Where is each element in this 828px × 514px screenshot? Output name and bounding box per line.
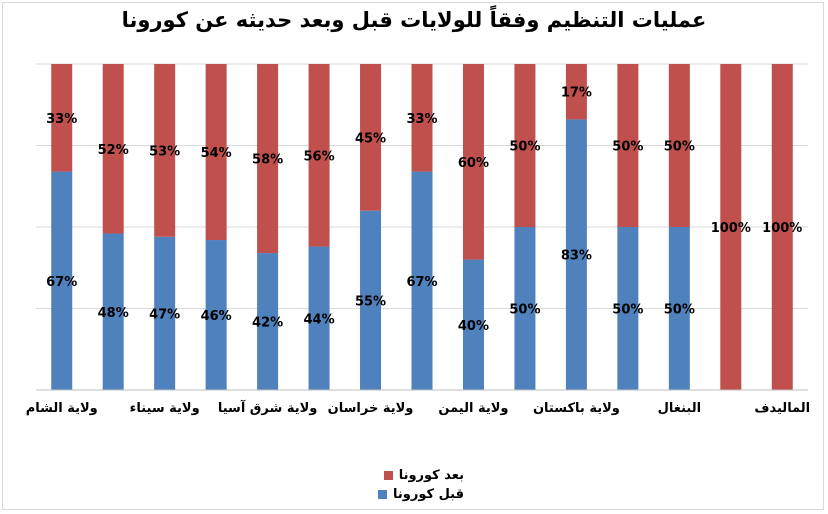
bar-after-corona bbox=[514, 64, 536, 227]
data-label-after: 45% bbox=[355, 131, 386, 146]
data-label-before: 50% bbox=[509, 303, 540, 318]
bar-before-corona bbox=[257, 253, 279, 390]
chart-title: عمليات التنظيم وفقاً للولايات قبل وبعد ح… bbox=[121, 8, 707, 32]
bar-after-corona bbox=[154, 64, 176, 237]
bar-after-corona bbox=[411, 64, 433, 172]
bar-after-corona bbox=[668, 64, 690, 227]
data-label-after: 56% bbox=[304, 149, 335, 164]
data-label-before: 50% bbox=[664, 303, 695, 318]
data-label-after: 50% bbox=[509, 140, 540, 155]
data-label-after: 58% bbox=[252, 153, 283, 168]
data-label-before: 55% bbox=[355, 294, 386, 309]
data-label-before: 67% bbox=[46, 275, 77, 290]
category-label: الماليدف bbox=[754, 401, 810, 416]
category-label: ولاية شرق آسيا bbox=[218, 399, 318, 416]
data-label-before: 46% bbox=[201, 309, 232, 324]
data-label-after: 33% bbox=[46, 112, 77, 127]
data-label-before: 48% bbox=[98, 306, 129, 321]
category-label: ولاية اليمن bbox=[438, 401, 508, 416]
data-label-after: 54% bbox=[201, 146, 232, 161]
data-label-before: 42% bbox=[252, 316, 283, 331]
bar-before-corona bbox=[565, 119, 587, 391]
bar-after-corona bbox=[205, 64, 227, 241]
bar-before-corona bbox=[411, 171, 433, 390]
data-label-after: 33% bbox=[406, 112, 437, 127]
bar-after-corona bbox=[257, 64, 279, 254]
bar-before-corona bbox=[205, 240, 227, 390]
bar-before-corona bbox=[102, 233, 124, 390]
data-label-after: 50% bbox=[612, 140, 643, 155]
data-label-after: 100% bbox=[762, 221, 802, 236]
bar-after-corona bbox=[462, 64, 484, 260]
data-label-before: 47% bbox=[149, 307, 180, 322]
bar-before-corona bbox=[360, 210, 382, 390]
category-label: ولاية باكستان bbox=[533, 401, 620, 416]
bar-after-corona bbox=[565, 64, 587, 120]
category-label: ولاية سيناء bbox=[130, 401, 200, 416]
legend-item-before: قبل كورونا bbox=[378, 485, 464, 504]
legend-swatch-before bbox=[378, 490, 387, 499]
bar-after-corona bbox=[771, 64, 793, 390]
data-label-before: 40% bbox=[458, 319, 489, 334]
bar-before-corona bbox=[668, 227, 690, 390]
bar-before-corona bbox=[51, 171, 73, 390]
bar-after-corona bbox=[617, 64, 639, 227]
data-label-after: 100% bbox=[711, 221, 751, 236]
bar-after-corona bbox=[51, 64, 73, 172]
data-label-after: 17% bbox=[561, 86, 592, 101]
bar-after-corona bbox=[360, 64, 382, 211]
data-label-before: 67% bbox=[406, 275, 437, 290]
bar-after-corona bbox=[308, 64, 330, 247]
data-label-after: 60% bbox=[458, 156, 489, 171]
data-label-after: 50% bbox=[664, 140, 695, 155]
category-label: ولاية خراسان bbox=[328, 401, 414, 416]
legend: بعد كورونا قبل كورونا bbox=[378, 466, 464, 504]
category-label: ولاية الشام bbox=[26, 401, 98, 416]
bar-before-corona bbox=[514, 227, 536, 390]
bar-after-corona bbox=[102, 64, 124, 234]
data-label-after: 52% bbox=[98, 143, 129, 158]
bar-before-corona bbox=[154, 236, 176, 390]
data-label-before: 44% bbox=[304, 312, 335, 327]
bar-before-corona bbox=[462, 259, 484, 390]
legend-label-after: بعد كورونا bbox=[398, 468, 464, 483]
legend-item-after: بعد كورونا bbox=[378, 466, 464, 485]
bar-after-corona bbox=[720, 64, 742, 390]
bar-before-corona bbox=[308, 246, 330, 390]
legend-label-before: قبل كورونا bbox=[393, 487, 464, 502]
bar-before-corona bbox=[617, 227, 639, 390]
data-label-before: 83% bbox=[561, 249, 592, 264]
data-label-after: 53% bbox=[149, 144, 180, 159]
legend-swatch-after bbox=[383, 471, 393, 480]
data-label-before: 50% bbox=[612, 303, 643, 318]
category-label: البنغال bbox=[658, 401, 701, 416]
